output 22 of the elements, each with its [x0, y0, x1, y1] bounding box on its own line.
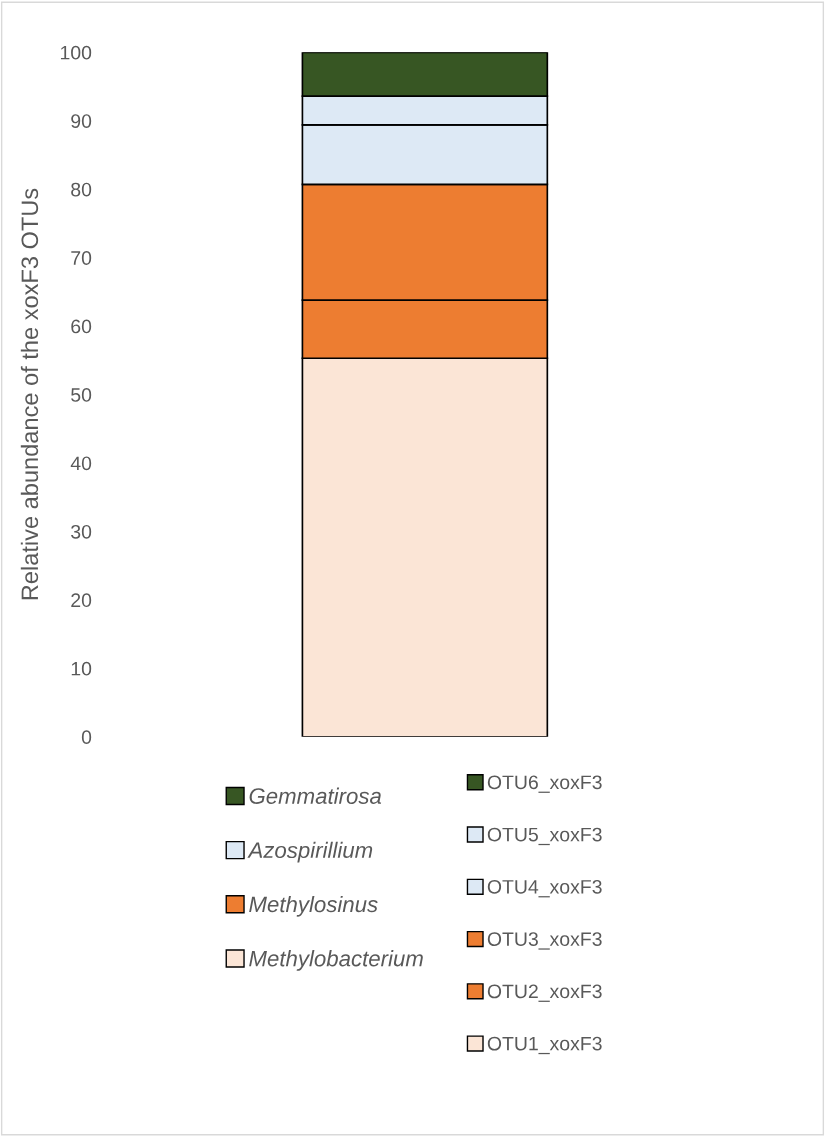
y-tick-label: 10: [71, 661, 92, 676]
y-tick-label: 70: [71, 251, 92, 265]
legend-label: OTU1_xoxF3: [487, 1036, 602, 1055]
y-tick-label: 90: [71, 114, 92, 128]
legend-label: OTU5_xoxF3: [487, 827, 602, 846]
legend-label: OTU3_xoxF3: [487, 932, 602, 950]
y-tick-label: 50: [71, 388, 92, 402]
y-axis-title: Relative abundance of the xoxF3 OTUs: [20, 188, 39, 600]
legend-label: OTU6_xoxF3: [487, 775, 602, 793]
text: Gemmatirosa: [249, 787, 382, 804]
y-tick-label: 30: [71, 524, 92, 539]
y-tick-label: 20: [71, 593, 92, 608]
y-tick-label: 60: [71, 319, 92, 334]
y-tick-label: 80: [71, 182, 92, 197]
text: Methylosinus: [249, 895, 378, 917]
legend-label: OTU4_xoxF3: [487, 879, 602, 898]
y-tick-label: 40: [70, 456, 92, 471]
text: Methylobacterium: [249, 950, 423, 971]
y-tick-label: 0: [81, 730, 92, 745]
legend-label: OTU2_xoxF3: [487, 984, 602, 1002]
text: Azospirillium: [247, 841, 373, 863]
y-tick-label: 100: [60, 45, 92, 60]
